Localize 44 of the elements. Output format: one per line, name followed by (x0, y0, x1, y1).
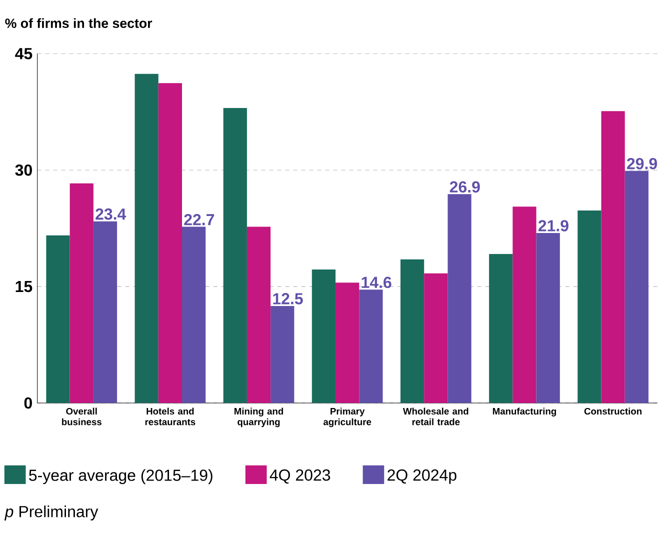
bar (512, 206, 536, 404)
bar (246, 226, 271, 404)
data-label: 14.6 (362, 276, 392, 288)
data-label: 12.5 (273, 293, 303, 304)
x-tick-label: Mining and quarrying (234, 408, 284, 428)
legend-label: 5-year average (2015–19) (29, 469, 212, 484)
y-tick-label: 30 (15, 164, 32, 176)
y-tick-label: 0 (24, 397, 32, 409)
y-tick-label: 15 (16, 280, 32, 292)
y-axis-title: % of firms in the sector (5, 18, 152, 28)
bar (489, 254, 513, 404)
bar (70, 183, 94, 404)
bar (601, 111, 625, 404)
bar (158, 83, 182, 404)
bar (182, 226, 206, 404)
legend-label: 4Q 2023 (270, 469, 330, 484)
bar (312, 269, 336, 404)
x-tick-label: Wholesale and retail trade (402, 408, 468, 426)
bar (134, 74, 158, 404)
bar (223, 108, 247, 404)
data-label: 21.9 (538, 220, 568, 232)
bar (359, 290, 383, 404)
x-tick-label: Overall business (62, 408, 102, 426)
bar (336, 282, 360, 404)
legend-label: 2Q 2024p (388, 469, 456, 484)
data-label: 26.9 (450, 181, 480, 193)
bar (270, 306, 294, 404)
data-label: 23.4 (96, 208, 126, 220)
x-tick-label: Manufacturing (492, 408, 556, 416)
bar (424, 273, 448, 404)
data-label: 29.9 (627, 158, 657, 170)
bar (536, 232, 560, 404)
y-tick-label: 45 (15, 48, 32, 60)
bar (93, 221, 118, 404)
x-tick-label: Construction (584, 408, 642, 415)
bar (400, 259, 424, 404)
text: p Preliminary (4, 506, 98, 520)
x-tick-label: Hotels and restaurants (145, 408, 196, 426)
bar (578, 210, 602, 404)
x-tick-label: Primary agriculture (323, 408, 372, 428)
data-label: 22.7 (184, 214, 214, 226)
bar (624, 170, 648, 404)
bar (46, 235, 70, 404)
bar (448, 194, 472, 404)
